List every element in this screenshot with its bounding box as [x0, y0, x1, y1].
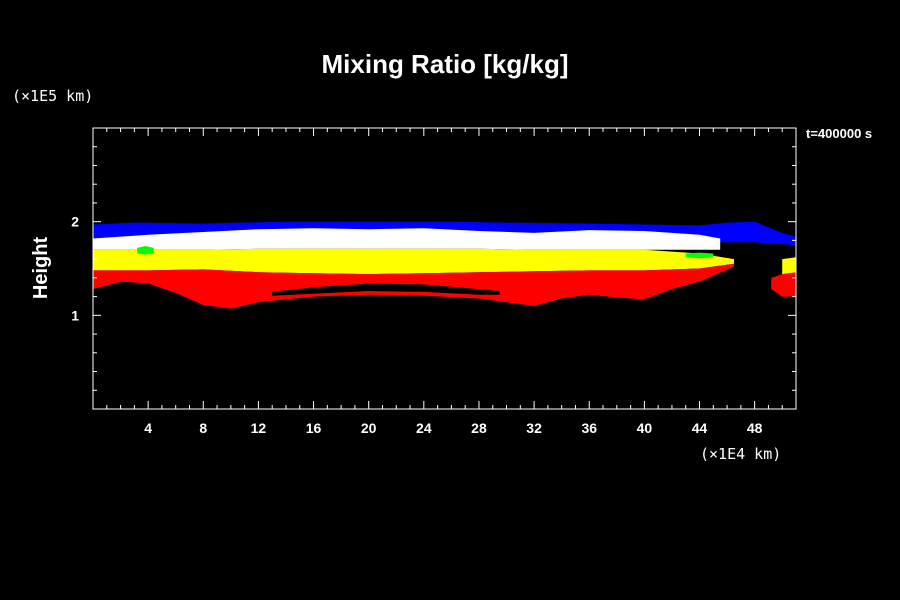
mixing-ratio-band-2: [93, 228, 721, 250]
x-tick-label: 40: [637, 420, 653, 436]
x-tick-label: 28: [471, 420, 487, 436]
x-tick-label: 36: [581, 420, 597, 436]
y-axis-tick-labels: 12: [71, 214, 79, 324]
plot-frame: [92, 127, 797, 410]
x-tick-label: 4: [144, 420, 152, 436]
mixing-ratio-band-3: [93, 248, 734, 275]
x-tick-label: 32: [526, 420, 542, 436]
x-tick-label: 44: [692, 420, 708, 436]
y-axis-ticks: [93, 146, 796, 391]
chart-title: Mixing Ratio [kg/kg]: [322, 49, 569, 79]
time-label: t=400000 s: [806, 126, 872, 141]
x-tick-label: 20: [361, 420, 377, 436]
x-tick-label: 12: [251, 420, 267, 436]
plot-area: 4 8 12 16 20 24 28 32 36 40 44 48 12: [71, 127, 797, 436]
y-tick-label: 2: [71, 214, 79, 230]
x-tick-label: 16: [306, 420, 322, 436]
mixing-ratio-band-7: [782, 257, 796, 275]
x-unit-label: (×1E4 km): [700, 445, 781, 463]
mixing-ratio-band-8: [137, 246, 154, 255]
mixing-ratio-field: [93, 221, 796, 309]
mixing-ratio-band-5: [272, 283, 500, 296]
x-tick-label: 8: [199, 420, 207, 436]
y-axis-label: Height: [30, 237, 52, 300]
x-tick-label: 48: [747, 420, 763, 436]
x-axis-tick-labels: 4 8 12 16 20 24 28 32 36 40 44 48: [144, 420, 762, 436]
mixing-ratio-band-6: [771, 272, 796, 297]
mixing-ratio-band-9: [685, 252, 714, 259]
x-axis-ticks: [106, 128, 783, 409]
y-tick-label: 1: [71, 307, 79, 323]
y-unit-label: (×1E5 km): [12, 87, 93, 105]
x-tick-label: 24: [416, 420, 432, 436]
